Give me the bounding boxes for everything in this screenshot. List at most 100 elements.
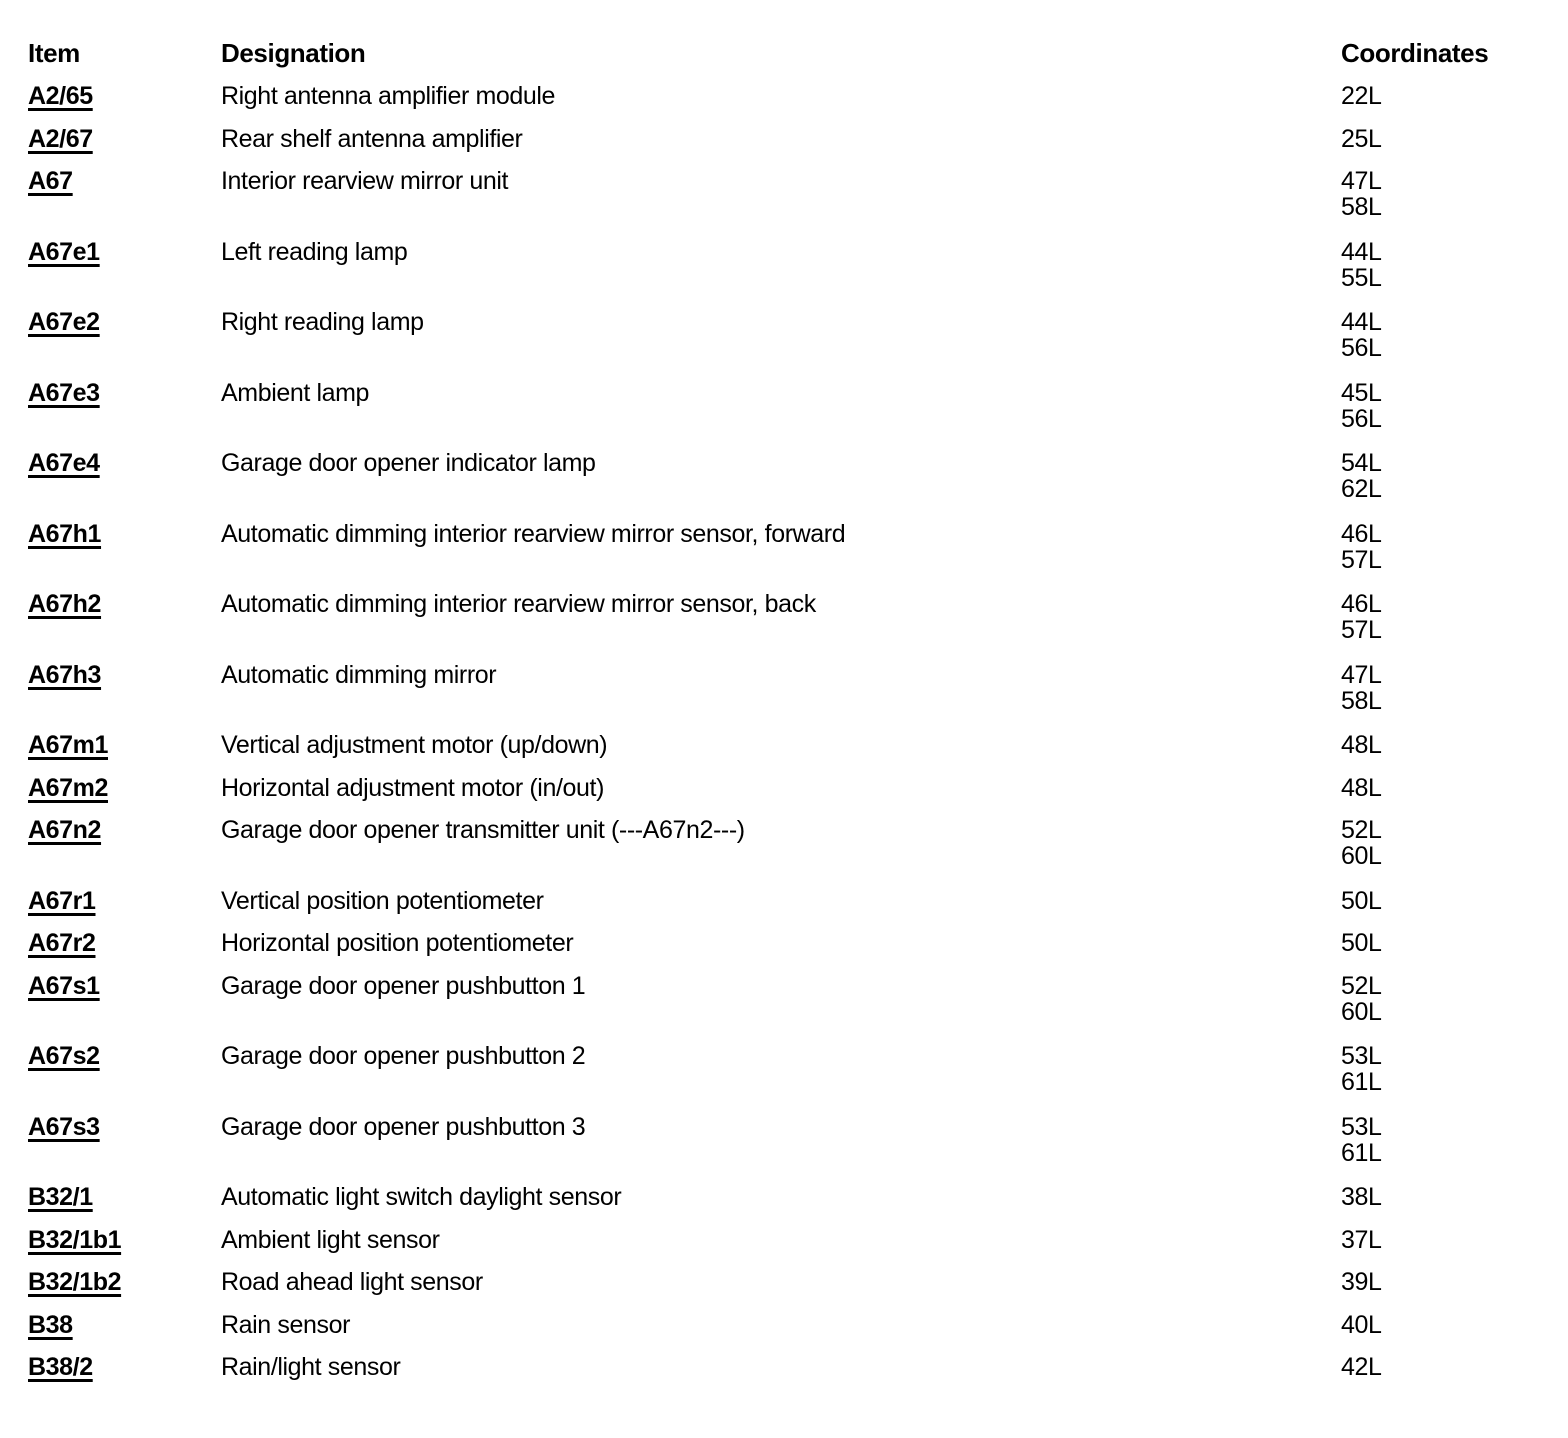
- coordinate-value: 47L: [1341, 167, 1382, 195]
- item-code-link[interactable]: A2/67: [28, 124, 93, 153]
- table-row: A67e1 Left reading lamp 44L 55L: [28, 239, 1568, 310]
- coordinates-cell: 39L: [1341, 1269, 1568, 1295]
- item-code-link[interactable]: A67s2: [28, 1042, 100, 1070]
- coordinate-value: 50L: [1341, 886, 1382, 915]
- coordinates-cell: 44L 55L: [1341, 239, 1568, 291]
- table-row: B32/1b2 Road ahead light sensor 39L: [28, 1269, 1568, 1312]
- coordinates-cell: 52L 60L: [1341, 817, 1568, 869]
- coordinate-value: 25L: [1341, 124, 1382, 153]
- coordinate-value: 46L: [1341, 590, 1382, 618]
- item-code-link[interactable]: B32/1: [28, 1183, 93, 1211]
- coordinate-value: 56L: [1341, 334, 1382, 362]
- coordinate-value: 47L: [1341, 660, 1382, 689]
- column-header-designation: Designation: [221, 38, 366, 68]
- designation-text: Ambient lamp: [221, 378, 370, 407]
- coordinate-value: 61L: [1341, 1138, 1382, 1167]
- coordinates-cell: 25L: [1341, 126, 1568, 152]
- designation-text: Vertical adjustment motor (up/down): [221, 731, 608, 759]
- coordinates-cell: 40L: [1341, 1312, 1568, 1338]
- item-code-link[interactable]: B32/1b2: [28, 1268, 122, 1296]
- table-row: A67n2 Garage door opener transmitter uni…: [28, 817, 1568, 888]
- coordinate-value: 39L: [1341, 1268, 1382, 1296]
- item-code-link[interactable]: A67h3: [28, 660, 102, 689]
- coordinate-value: 46L: [1341, 519, 1382, 548]
- coordinates-cell: 44L 56L: [1341, 309, 1568, 361]
- item-code-link[interactable]: A67: [28, 167, 73, 195]
- table-row: A67h1 Automatic dimming interior rearvie…: [28, 521, 1568, 592]
- coordinates-cell: 37L: [1341, 1227, 1568, 1253]
- coordinate-value: 55L: [1341, 263, 1382, 292]
- coordinate-value: 37L: [1341, 1225, 1382, 1254]
- item-code-link[interactable]: A67e1: [28, 237, 100, 266]
- coordinates-cell: 22L: [1341, 83, 1568, 109]
- coordinates-cell: 50L: [1341, 888, 1568, 914]
- coordinate-value: 52L: [1341, 816, 1382, 844]
- table-row: A67r2 Horizontal position potentiometer …: [28, 930, 1568, 973]
- designation-text: Horizontal position potentiometer: [221, 929, 574, 957]
- column-header-coordinates: Coordinates: [1341, 38, 1489, 68]
- designation-text: Rain sensor: [221, 1310, 350, 1339]
- designation-text: Vertical position potentiometer: [221, 886, 544, 915]
- table-row: A67m1 Vertical adjustment motor (up/down…: [28, 732, 1568, 775]
- coordinate-value: 22L: [1341, 82, 1382, 110]
- table-row: A67e4 Garage door opener indicator lamp …: [28, 450, 1568, 521]
- table-row: A67 Interior rearview mirror unit 47L 58L: [28, 168, 1568, 239]
- coordinates-cell: 53L 61L: [1341, 1043, 1568, 1095]
- designation-text: Interior rearview mirror unit: [221, 167, 509, 195]
- item-code-link[interactable]: A67s3: [28, 1112, 100, 1141]
- coordinate-value: 53L: [1341, 1042, 1382, 1070]
- item-code-link[interactable]: A67h1: [28, 519, 102, 548]
- table-row: A67s2 Garage door opener pushbutton 2 53…: [28, 1043, 1568, 1114]
- coordinate-value: 57L: [1341, 545, 1382, 574]
- designation-text: Automatic dimming interior rearview mirr…: [221, 590, 816, 618]
- item-code-link[interactable]: A67e3: [28, 378, 100, 407]
- coordinate-value: 38L: [1341, 1183, 1382, 1211]
- coordinates-cell: 38L: [1341, 1184, 1568, 1210]
- item-code-link[interactable]: A67n2: [28, 816, 102, 844]
- coordinate-value: 56L: [1341, 404, 1382, 433]
- item-code-link[interactable]: A67h2: [28, 590, 102, 618]
- coordinate-value: 53L: [1341, 1112, 1382, 1141]
- coordinate-value: 58L: [1341, 193, 1382, 221]
- table-row: A67e3 Ambient lamp 45L 56L: [28, 380, 1568, 451]
- table-row: A67h2 Automatic dimming interior rearvie…: [28, 591, 1568, 662]
- table-row: B38 Rain sensor 40L: [28, 1312, 1568, 1355]
- coordinates-cell: 54L 62L: [1341, 450, 1568, 502]
- designation-text: Automatic dimming interior rearview mirr…: [221, 519, 846, 548]
- item-code-link[interactable]: B38: [28, 1310, 73, 1339]
- item-code-link[interactable]: B32/1b1: [28, 1225, 122, 1254]
- coordinates-cell: 42L: [1341, 1354, 1568, 1380]
- coordinates-cell: 46L 57L: [1341, 591, 1568, 643]
- item-code-link[interactable]: B38/2: [28, 1353, 93, 1381]
- coordinate-value: 57L: [1341, 616, 1382, 644]
- table-row: A2/67 Rear shelf antenna amplifier 25L: [28, 126, 1568, 169]
- table-row: B32/1 Automatic light switch daylight se…: [28, 1184, 1568, 1227]
- item-code-link[interactable]: A2/65: [28, 82, 93, 110]
- item-code-link[interactable]: A67s1: [28, 971, 100, 1000]
- coordinate-value: 45L: [1341, 378, 1382, 407]
- designation-text: Ambient light sensor: [221, 1225, 440, 1254]
- column-header-item: Item: [28, 38, 80, 68]
- item-code-link[interactable]: A67e2: [28, 308, 100, 336]
- table-row: A2/65 Right antenna amplifier module 22L: [28, 83, 1568, 126]
- item-code-link[interactable]: A67r1: [28, 886, 96, 915]
- table-row: A67r1 Vertical position potentiometer 50…: [28, 888, 1568, 931]
- coordinate-value: 60L: [1341, 842, 1382, 870]
- coordinate-value: 50L: [1341, 929, 1382, 957]
- coordinate-value: 60L: [1341, 997, 1382, 1026]
- designation-text: Garage door opener indicator lamp: [221, 449, 596, 477]
- coordinate-value: 48L: [1341, 773, 1382, 802]
- table-row: A67h3 Automatic dimming mirror 47L 58L: [28, 662, 1568, 733]
- coordinate-value: 58L: [1341, 686, 1382, 715]
- coordinates-cell: 53L 61L: [1341, 1114, 1568, 1166]
- item-code-link[interactable]: A67m2: [28, 773, 108, 802]
- coordinates-cell: 50L: [1341, 930, 1568, 956]
- table-row: B32/1b1 Ambient light sensor 37L: [28, 1227, 1568, 1270]
- coordinate-value: 48L: [1341, 731, 1382, 759]
- item-code-link[interactable]: A67e4: [28, 449, 100, 477]
- designation-text: Rear shelf antenna amplifier: [221, 124, 523, 153]
- item-code-link[interactable]: A67r2: [28, 929, 96, 957]
- table-row: B38/2 Rain/light sensor 42L: [28, 1354, 1568, 1397]
- item-code-link[interactable]: A67m1: [28, 731, 108, 759]
